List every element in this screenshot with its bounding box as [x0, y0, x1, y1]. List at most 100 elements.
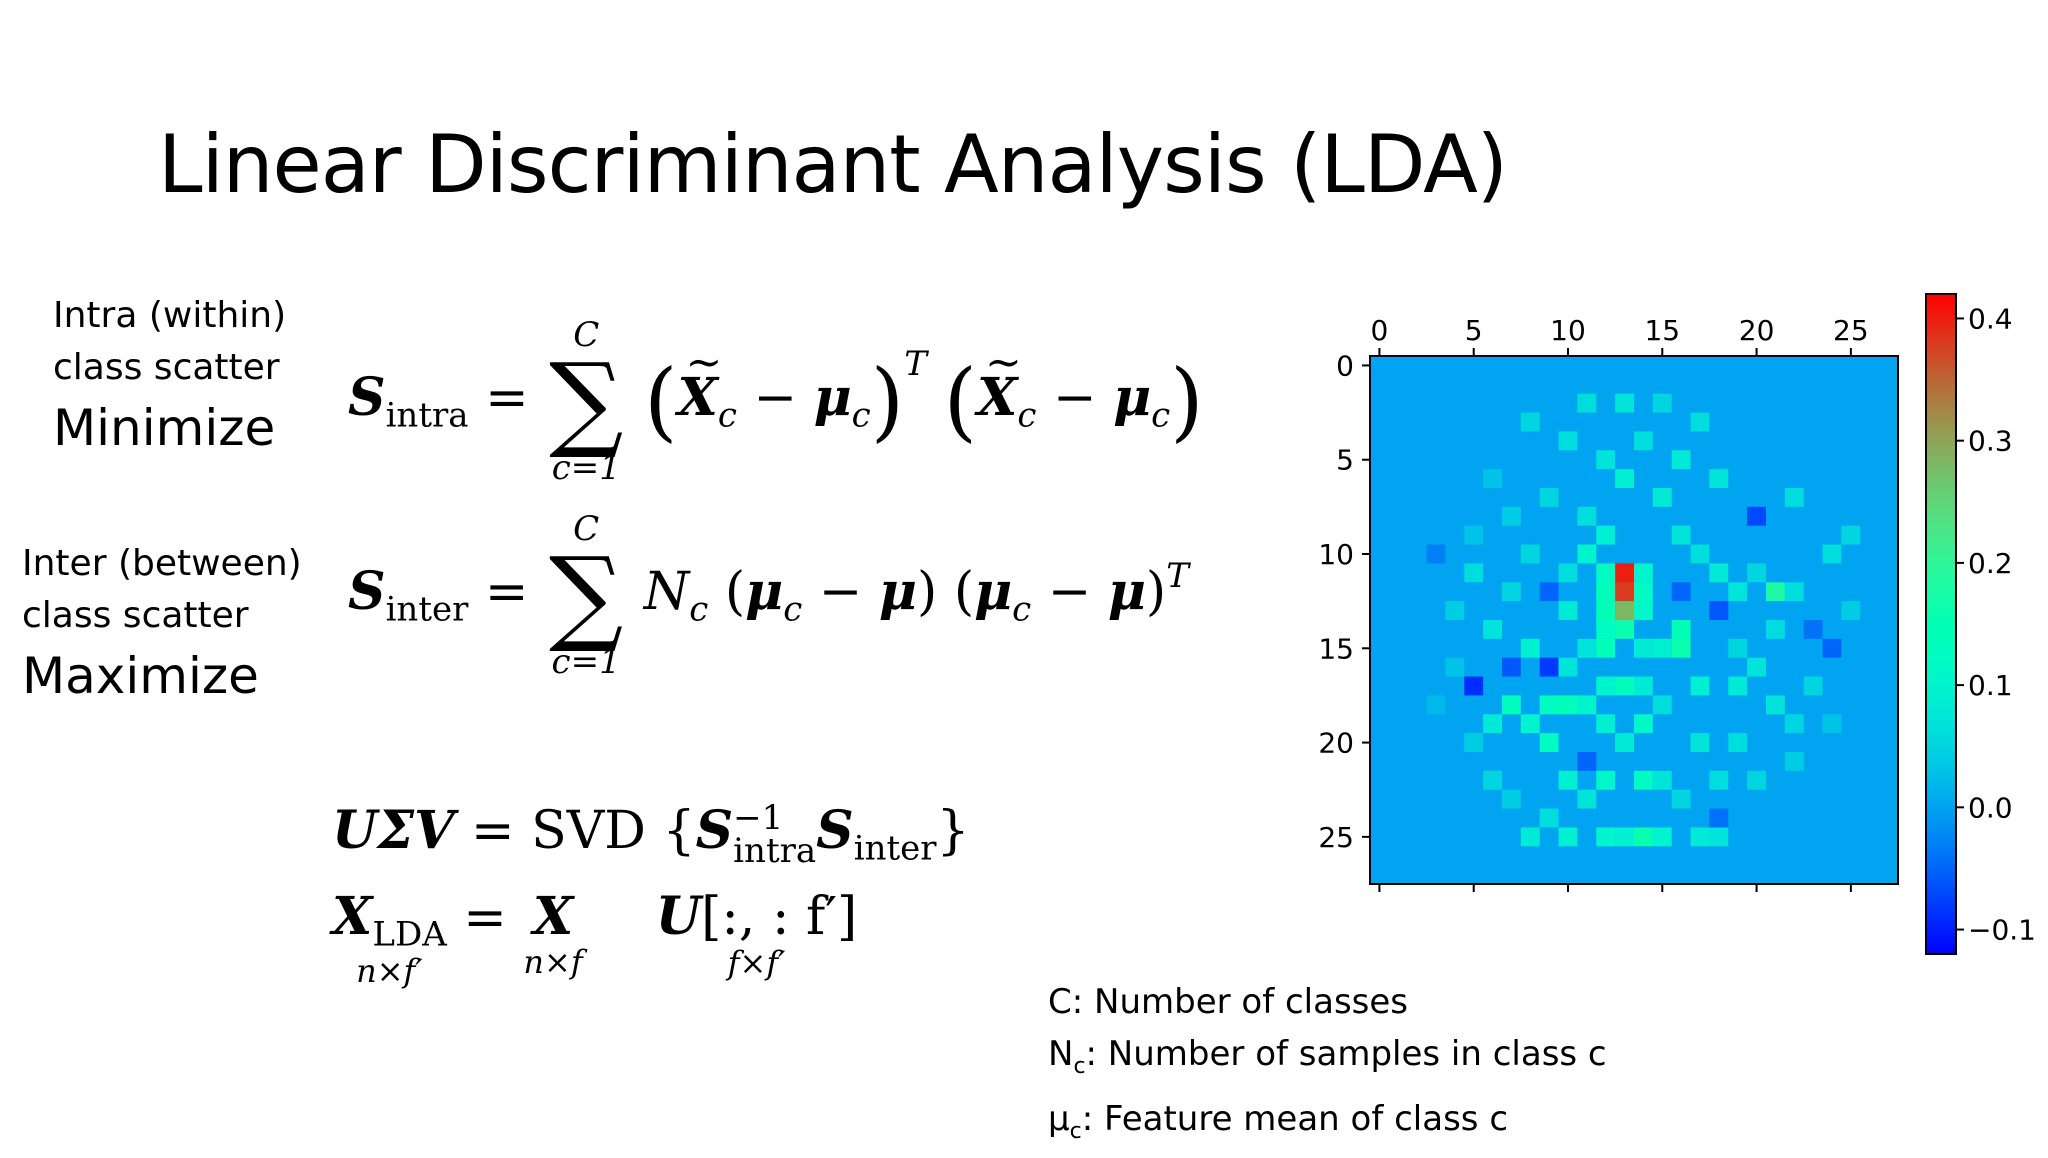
heatmap-cell: [1671, 620, 1691, 639]
heatmap-cell: [1558, 431, 1578, 451]
heatmap-cell: [1596, 770, 1616, 790]
heatmap-cell: [1539, 808, 1559, 828]
heatmap-cell: [1766, 582, 1785, 602]
heatmap-cell: [1445, 657, 1465, 677]
colorbar-tick-label: 0.3: [1968, 425, 2013, 458]
heatmap-cell: [1596, 714, 1616, 734]
heatmap-frame: [1369, 355, 1899, 885]
heatmap-cell: [1690, 544, 1710, 564]
heatmap-cell: [1747, 563, 1766, 583]
heatmap-cell: [1709, 563, 1729, 583]
inter-scatter-equation: Sinter = C ∑ c=1 Nc (μc − μ) (μc − μ)T: [348, 509, 1189, 682]
heatmap-cell: [1558, 657, 1578, 677]
lda-heatmap: 0 5 10 15 20 25 0 5 10 15 20 25: [1318, 314, 1899, 892]
y-tick-label: 25: [1318, 821, 1354, 854]
x-tick-label: 20: [1739, 314, 1775, 347]
heatmap-cell: [1596, 525, 1616, 545]
heatmap-cell: [1709, 827, 1729, 847]
heatmap-cell: [1596, 620, 1616, 639]
heatmap-cell: [1558, 563, 1578, 583]
heatmap-cell: [1709, 808, 1729, 828]
heatmap-cell: [1596, 638, 1616, 658]
heatmap-cell: [1558, 770, 1578, 790]
heatmap-cell: [1558, 601, 1578, 620]
heatmap-cell: [1596, 601, 1616, 620]
heatmap-cell: [1596, 563, 1616, 583]
colorbar-tick-label: −0.1: [1968, 914, 2036, 947]
heatmap-cell: [1539, 488, 1559, 507]
heatmap-cell: [1539, 582, 1559, 602]
heatmap-cell: [1426, 544, 1446, 564]
intra-scatter-label: Intra (within) class scatter Minimize: [53, 290, 286, 460]
heatmap-cell: [1671, 525, 1691, 545]
heatmap-cell: [1784, 752, 1804, 771]
heatmap-cell: [1671, 638, 1691, 658]
heatmap-cell: [1483, 714, 1502, 734]
x-tick-label: 5: [1465, 314, 1483, 347]
heatmap-cell: [1520, 638, 1540, 658]
heatmap-cell: [1483, 770, 1502, 790]
heatmap-cell: [1822, 544, 1842, 564]
heatmap-cell: [1615, 582, 1634, 602]
heatmap-cell: [1728, 582, 1748, 602]
heatmap-cell: [1747, 770, 1766, 790]
heatmap-cell: [1671, 789, 1691, 809]
heatmap-cell: [1634, 770, 1653, 790]
heatmap-cell: [1709, 601, 1729, 620]
heatmap-cell: [1558, 695, 1578, 715]
heatmap-cell: [1747, 657, 1766, 677]
colorbar-tick-label: 0.0: [1968, 791, 2013, 824]
heatmap-cell: [1615, 620, 1634, 639]
lda-projection-equation: XLDA n×f′ = X n×f U[:, : f′] f×f′: [332, 886, 858, 990]
heatmap-cell: [1520, 544, 1540, 564]
x-tick-label: 0: [1371, 314, 1389, 347]
note-classes: C: Number of classes: [1048, 982, 1409, 1022]
x-tick-label: 25: [1833, 314, 1869, 347]
intra-label-line1: Intra (within): [53, 295, 287, 336]
heatmap-cell: [1539, 695, 1559, 715]
heatmap-cell: [1539, 657, 1559, 677]
heatmap-colorbar: 0.4 0.3 0.2 0.1 0.0 −0.1: [1925, 293, 2036, 955]
note-mean: μc: Feature mean of class c: [1048, 1098, 1509, 1144]
y-tick-label: 0: [1336, 349, 1354, 382]
heatmap-cell: [1652, 770, 1672, 790]
heatmap-cell: [1615, 469, 1634, 488]
heatmap-cell: [1577, 544, 1597, 564]
heatmap-cell: [1577, 638, 1597, 658]
heatmap-cell: [1784, 488, 1804, 507]
heatmap-cell: [1502, 506, 1521, 526]
heatmap-cell: [1671, 450, 1691, 470]
svd-equation: UΣV = SVD {S −1 intra Sinter}: [332, 798, 970, 871]
symbol-legend: C: Number of classes Nc: Number of sampl…: [1048, 976, 1607, 1158]
heatmap-cell: [1690, 676, 1710, 696]
heatmap-cell: [1652, 638, 1672, 658]
heatmap-cell: [1690, 827, 1710, 847]
heatmap-cell: [1445, 601, 1465, 620]
heatmap-cell: [1822, 714, 1842, 734]
heatmap-cell: [1615, 601, 1634, 620]
heatmap-cell: [1634, 431, 1653, 451]
heatmap-cell: [1784, 714, 1804, 734]
heatmap-cell: [1652, 393, 1672, 413]
heatmap-cell: [1577, 752, 1597, 771]
intra-label-line2: class scatter: [53, 347, 280, 388]
heatmap-cell: [1841, 601, 1861, 620]
heatmap-cell: [1822, 638, 1842, 658]
heatmap-cell: [1690, 733, 1710, 752]
colorbar-tick-label: 0.1: [1968, 669, 2013, 702]
heatmap-cell: [1520, 827, 1540, 847]
heatmap-cell: [1671, 582, 1691, 602]
heatmap-cell: [1596, 676, 1616, 696]
heatmap-cell: [1634, 563, 1653, 583]
y-tick-label: 10: [1318, 538, 1354, 571]
heatmap-cell: [1841, 525, 1861, 545]
inter-label-line2: class scatter: [22, 595, 249, 636]
x-tick-label: 10: [1550, 314, 1586, 347]
heatmap-cell: [1520, 714, 1540, 734]
heatmap-cell: [1502, 657, 1521, 677]
heatmap-cell: [1539, 733, 1559, 752]
colorbar-tick-label: 0.2: [1968, 547, 2013, 580]
heatmap-cell: [1615, 393, 1634, 413]
y-tick-label: 5: [1336, 444, 1354, 477]
heatmap-cell: [1652, 488, 1672, 507]
